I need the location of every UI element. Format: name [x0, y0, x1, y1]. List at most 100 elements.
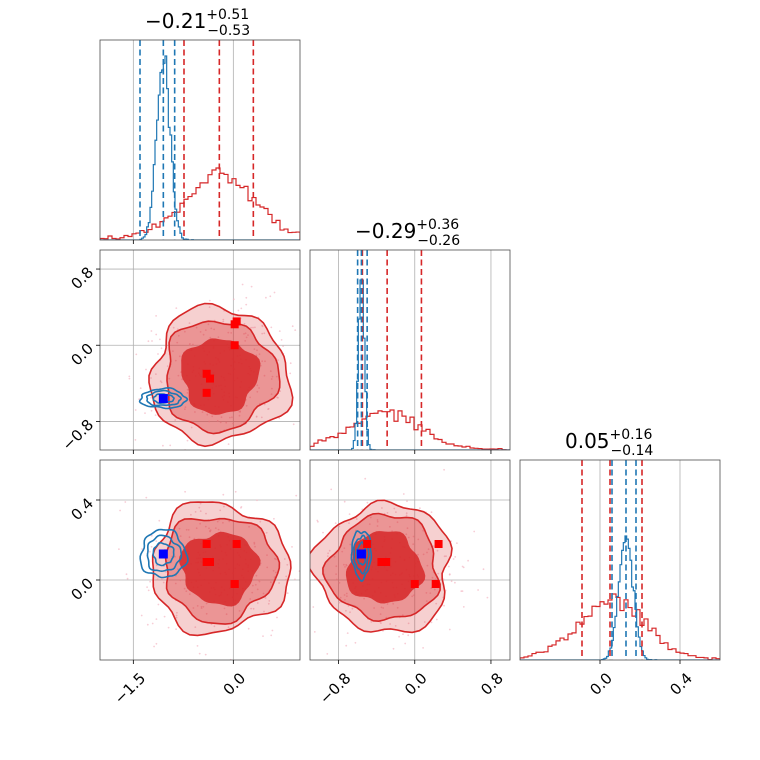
scatter-point	[452, 558, 455, 560]
scatter-point	[305, 583, 307, 585]
scatter-point	[179, 535, 182, 537]
red-marker	[202, 540, 211, 548]
scatter-point	[150, 377, 152, 379]
scatter-point	[249, 396, 252, 399]
scatter-point	[369, 516, 372, 519]
scatter-point	[344, 598, 346, 601]
scatter-point	[398, 635, 400, 638]
scatter-point	[402, 633, 404, 635]
scatter-point	[269, 581, 272, 584]
red-marker	[382, 558, 391, 566]
scatter-point	[251, 591, 254, 594]
scatter-point	[159, 380, 162, 383]
grid	[599, 460, 681, 660]
blue-contour	[139, 528, 189, 579]
scatter-point	[482, 568, 485, 571]
scatter-point	[254, 326, 256, 329]
scatter-point	[208, 306, 211, 308]
scatter-point	[405, 533, 408, 536]
scatter-point	[261, 360, 264, 363]
scatter-point	[338, 601, 341, 604]
axis-frame	[519, 459, 721, 661]
scatter-point	[128, 377, 131, 380]
scatter-point	[294, 578, 296, 581]
axis-frame	[99, 39, 301, 241]
blue-marker	[158, 549, 168, 559]
scatter-point	[426, 564, 429, 567]
scatter-point	[145, 368, 147, 371]
scatter-point	[255, 574, 258, 577]
scatter-point	[188, 344, 191, 346]
scatter-point	[199, 522, 202, 525]
scatter-point	[175, 614, 178, 617]
scatter-point	[125, 573, 128, 576]
scatter-point	[154, 414, 157, 416]
scatter-point	[201, 411, 204, 413]
scatter-point	[162, 444, 164, 447]
scatter-point	[286, 592, 289, 594]
scatter-point	[392, 602, 395, 605]
scatter-point	[256, 588, 259, 591]
scatter-point	[207, 466, 209, 468]
scatter-point	[386, 512, 389, 514]
scatter-point	[327, 645, 329, 647]
scatter-point	[448, 628, 451, 631]
ticks	[132, 240, 234, 244]
scatter-point	[205, 512, 207, 515]
scatter-point	[270, 378, 273, 380]
scatter-point	[150, 534, 153, 537]
scatter-point	[275, 571, 277, 574]
scatter-point	[217, 528, 220, 531]
scatter-point	[308, 626, 310, 628]
scatter-point	[289, 372, 292, 375]
scatter-point	[422, 647, 424, 649]
scatter-point	[188, 322, 191, 324]
scatter-point	[225, 421, 228, 424]
scatter-point	[405, 512, 408, 515]
scatter-point	[260, 416, 263, 419]
scatter-point	[265, 531, 268, 534]
histogram-red	[100, 167, 300, 240]
histogram-blue	[520, 535, 720, 660]
scatter-point	[434, 578, 437, 581]
title-minus: −0.14	[610, 443, 653, 459]
scatter-point	[462, 606, 465, 608]
axis-frame	[99, 459, 301, 661]
scatter-point	[385, 616, 388, 619]
scatter-point	[147, 589, 150, 592]
scatter-point	[124, 501, 127, 503]
scatter-point	[435, 602, 438, 605]
scatter-point	[245, 336, 248, 339]
panel-title-2: 0.05+0.16 −0.14	[565, 427, 653, 459]
scatter-point	[227, 443, 230, 445]
scatter-point	[330, 488, 333, 491]
scatter-point	[280, 339, 283, 341]
red-marker	[230, 320, 239, 329]
histogram-blue	[100, 55, 300, 240]
scatter-point	[313, 631, 316, 633]
scatter-point	[157, 353, 159, 355]
scatter-point	[407, 634, 410, 637]
scatter-point	[270, 634, 273, 637]
ticks	[338, 450, 492, 454]
title-minus: −0.53	[207, 23, 250, 39]
scatter-point	[254, 583, 257, 586]
scatter-point	[158, 519, 161, 522]
scatter-point	[140, 614, 143, 617]
blue-contour	[146, 389, 182, 407]
scatter-point	[141, 548, 144, 550]
scatter-point	[155, 373, 157, 375]
scatter-point	[238, 610, 241, 612]
scatter-point	[188, 536, 191, 539]
scatter-point	[252, 326, 254, 329]
ticks	[96, 268, 234, 454]
scatter-point	[151, 340, 153, 342]
scatter-point	[214, 527, 217, 529]
scatter-point	[91, 621, 93, 623]
scatter-point	[175, 628, 178, 630]
scatter-point	[338, 525, 341, 528]
scatter-point	[456, 542, 458, 544]
scatter-point	[174, 359, 177, 362]
scatter-point	[208, 299, 211, 302]
scatter-point	[258, 387, 260, 389]
